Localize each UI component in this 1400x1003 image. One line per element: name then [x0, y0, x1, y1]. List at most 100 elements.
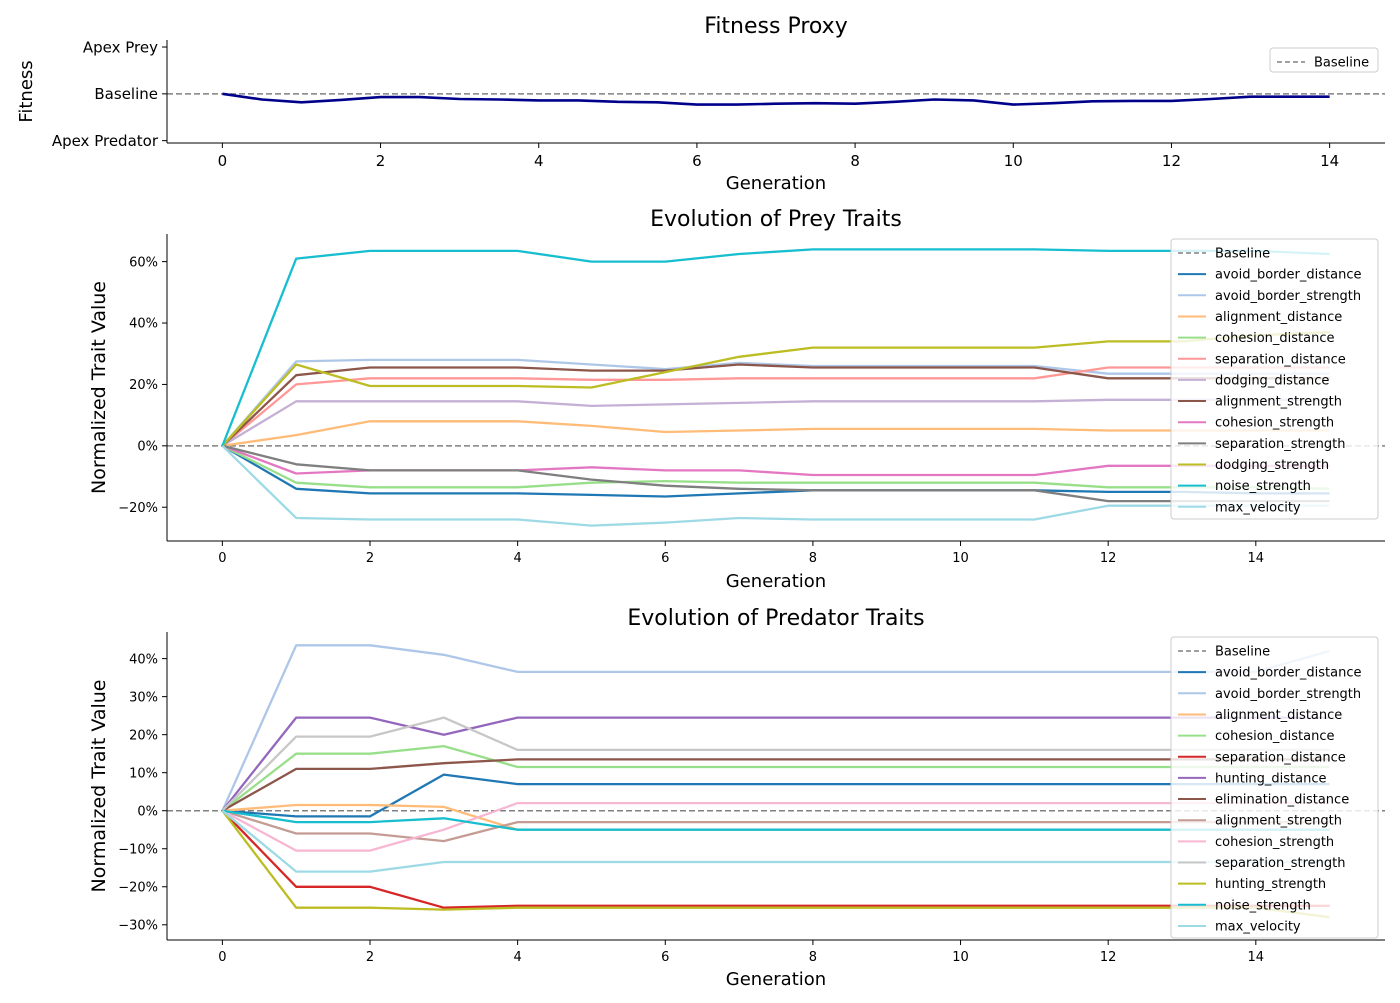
legend: Baseline avoid_border_distance avoid_borde… — [1170, 238, 1379, 520]
series-line-hunting_strength — [221, 810, 1330, 919]
legend-label: Baseline — [1215, 645, 1270, 660]
legend: Baseline avoid_border_distance avoid_borde… — [1170, 636, 1379, 939]
series-line-separation_distance — [221, 366, 1330, 447]
series-line-max_velocity — [221, 444, 1330, 527]
series-line-avoid_border_distance — [221, 444, 1330, 498]
x-tick-label: 0 — [218, 950, 226, 965]
series-line-elimination_distance — [221, 758, 1330, 812]
x-tick-label: 12 — [1100, 950, 1117, 965]
series-line-dodging_distance — [221, 398, 1330, 447]
x-tick-label: 2 — [376, 152, 386, 170]
y-tick-label: 10% — [129, 766, 158, 781]
legend-label: max_velocity — [1215, 500, 1301, 515]
x-tick-label: 12 — [1162, 152, 1181, 170]
legend-label: alignment_strength — [1215, 814, 1342, 829]
x-tick-label: 2 — [366, 950, 374, 965]
series-line-avoid_border_strength — [221, 644, 1330, 812]
x-tick-label: 8 — [850, 152, 860, 170]
legend-box — [1269, 47, 1379, 73]
y-tick-label: Apex Prey — [83, 38, 158, 56]
x-tick-label: 14 — [1320, 152, 1339, 170]
x-tick-label: 0 — [218, 152, 228, 170]
x-tick-label: 14 — [1248, 950, 1265, 965]
legend-box — [1170, 238, 1379, 520]
y-axis-label: Normalized Trait Value — [88, 680, 110, 893]
legend-label: dodging_strength — [1215, 458, 1329, 473]
x-tick-label: 8 — [809, 551, 817, 566]
series-line-fitness — [222, 92, 1330, 106]
series-line-avoid_border_distance — [222, 773, 1330, 818]
series-line-separation_strength — [221, 716, 1330, 812]
y-tick-label: 0% — [137, 804, 158, 819]
legend-label: noise_strength — [1215, 898, 1311, 913]
x-tick-label: 6 — [661, 950, 669, 965]
y-tick-label: −10% — [118, 842, 158, 857]
legend-label: hunting_distance — [1215, 771, 1327, 786]
x-tick-label: 6 — [661, 551, 669, 566]
legend-label: alignment_strength — [1215, 395, 1342, 410]
y-axis-label: Fitness — [16, 60, 37, 122]
legend-label: avoid_border_distance — [1215, 666, 1361, 681]
y-tick-label: −20% — [118, 501, 158, 516]
legend-label: dodging_distance — [1215, 373, 1329, 388]
legend-label: separation_distance — [1215, 750, 1346, 765]
series-line-max_velocity — [221, 809, 1330, 873]
legend-box — [1170, 636, 1379, 939]
legend-label: avoid_border_distance — [1215, 268, 1361, 283]
y-tick-label: 40% — [129, 317, 158, 332]
legend-label: separation_strength — [1215, 856, 1345, 871]
legend-label: Baseline — [1314, 56, 1369, 71]
predator-traits-panel: Evolution of Predator Traits 0 2 4 6 8 10 12 14 −… — [88, 606, 1385, 990]
y-tick-label: Baseline — [94, 85, 158, 103]
legend-label: elimination_distance — [1215, 793, 1349, 808]
series-line-avoid_border_strength — [221, 358, 1330, 447]
x-tick-label: 6 — [692, 152, 702, 170]
y-tick-label: −20% — [118, 880, 158, 895]
legend-label: cohesion_strength — [1215, 416, 1334, 431]
y-tick-label: 60% — [129, 255, 158, 270]
x-tick-label: 10 — [1004, 152, 1023, 170]
series-line-cohesion_distance — [221, 444, 1330, 490]
series-line-alignment_strength — [221, 363, 1330, 447]
x-axis-label: Generation — [726, 969, 826, 990]
legend-label: Baseline — [1215, 247, 1270, 262]
chart-title: Evolution of Prey Traits — [650, 207, 902, 232]
x-tick-label: 10 — [952, 551, 969, 566]
series-line-dodging_strength — [221, 331, 1330, 447]
chart-title: Evolution of Predator Traits — [627, 606, 924, 631]
series-line-alignment_strength — [222, 809, 1330, 843]
x-tick-label: 14 — [1248, 551, 1265, 566]
x-axis-label: Generation — [726, 173, 826, 194]
legend-label: hunting_strength — [1215, 877, 1326, 892]
legend: Baseline — [1269, 47, 1379, 73]
chart-title: Fitness Proxy — [704, 14, 847, 39]
x-tick-label: 8 — [809, 950, 817, 965]
legend-label: separation_distance — [1215, 352, 1346, 367]
y-tick-label: −30% — [118, 918, 158, 933]
legend-label: cohesion_distance — [1215, 331, 1335, 346]
legend-label: avoid_border_strength — [1215, 289, 1361, 304]
y-tick-label: Apex Predator — [52, 132, 159, 150]
series-line-cohesion_distance — [221, 744, 1330, 812]
series-line-cohesion_strength — [221, 801, 1330, 852]
y-tick-label: 40% — [129, 652, 158, 667]
legend-label: cohesion_distance — [1215, 729, 1335, 744]
legend-label: cohesion_strength — [1215, 835, 1334, 850]
legend-label: separation_strength — [1215, 437, 1345, 452]
y-tick-label: 20% — [129, 378, 158, 393]
y-tick-label: 0% — [137, 440, 158, 455]
fitness-proxy-panel: Fitness Proxy 0 2 4 6 8 10 12 14 Apex Predator Bas… — [16, 14, 1385, 194]
x-tick-label: 4 — [534, 152, 544, 170]
x-tick-label: 12 — [1100, 551, 1117, 566]
x-tick-label: 4 — [513, 950, 521, 965]
legend-label: noise_strength — [1215, 479, 1311, 494]
legend-label: alignment_distance — [1215, 708, 1342, 723]
legend-label: max_velocity — [1215, 919, 1301, 934]
x-tick-label: 10 — [952, 950, 969, 965]
series-line-noise_strength — [222, 809, 1330, 831]
x-tick-label: 0 — [218, 551, 226, 566]
series-line-noise_strength — [221, 248, 1330, 447]
x-tick-label: 4 — [513, 551, 521, 566]
legend-label: avoid_border_strength — [1215, 687, 1361, 702]
